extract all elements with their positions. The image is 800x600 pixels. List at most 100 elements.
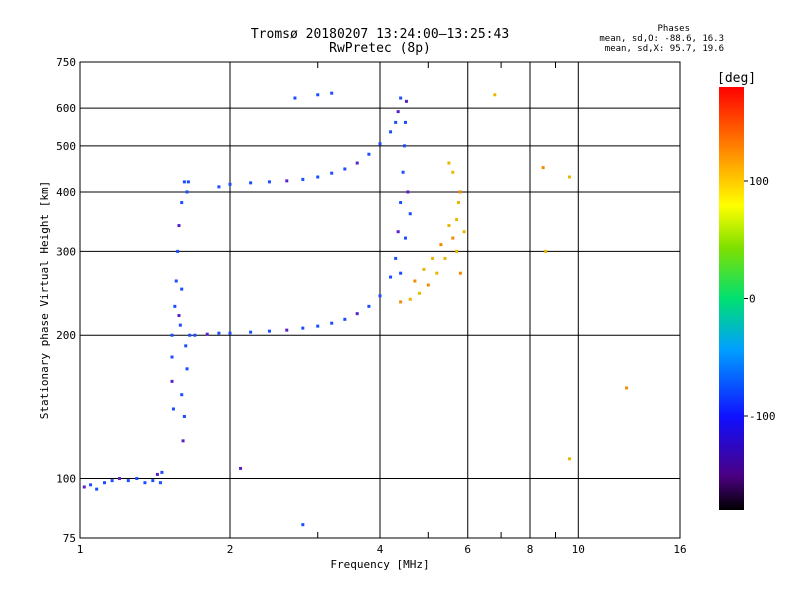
data-point-o bbox=[103, 481, 107, 485]
data-point-o bbox=[178, 323, 182, 327]
data-point-x bbox=[413, 279, 417, 283]
data-point-x bbox=[457, 201, 461, 205]
phase-stats-o: mean, sd,O: -88.6, 16.3 bbox=[599, 34, 724, 44]
data-point-x bbox=[567, 457, 571, 461]
data-point-o bbox=[330, 171, 334, 175]
data-point-o bbox=[285, 179, 289, 183]
data-point-o bbox=[301, 326, 305, 330]
data-point-o bbox=[185, 367, 189, 371]
data-point-o bbox=[193, 333, 197, 337]
data-point-o bbox=[355, 161, 359, 165]
data-point-o bbox=[205, 332, 209, 336]
data-point-o bbox=[170, 379, 174, 383]
data-point-o bbox=[316, 175, 320, 179]
data-point-o bbox=[403, 236, 407, 240]
data-point-o bbox=[180, 201, 184, 205]
colorbar-ticks: 100 0 -100 bbox=[744, 175, 776, 423]
data-point-o bbox=[160, 470, 164, 474]
data-point-x bbox=[458, 271, 462, 275]
data-point-x bbox=[426, 283, 430, 287]
data-point-o bbox=[182, 180, 186, 184]
data-point-x bbox=[567, 175, 571, 179]
data-point-o bbox=[143, 481, 147, 485]
data-point-o bbox=[285, 328, 289, 332]
data-point-o bbox=[186, 180, 190, 184]
y-tick-label: 100 bbox=[56, 473, 76, 486]
data-point-o bbox=[181, 439, 185, 443]
data-point-o bbox=[158, 481, 162, 485]
data-point-o bbox=[174, 279, 178, 283]
data-point-o bbox=[184, 344, 188, 348]
data-point-o bbox=[170, 333, 174, 337]
data-point-o bbox=[135, 477, 139, 481]
x-axis-label: Frequency [MHz] bbox=[330, 558, 429, 571]
data-point-o bbox=[177, 314, 181, 318]
axis-ticks: 1 2 4 6 8 10 16 75 100 200 300 400 500 600 750 bbox=[56, 56, 687, 556]
data-point-o bbox=[301, 523, 305, 527]
data-point-x bbox=[417, 291, 421, 295]
data-point-o bbox=[180, 287, 184, 291]
data-point-o bbox=[155, 472, 159, 476]
data-point-o bbox=[396, 110, 400, 114]
data-point-o bbox=[228, 182, 232, 186]
y-tick-label: 200 bbox=[56, 329, 76, 342]
colorbar-label: [deg] bbox=[717, 71, 756, 86]
data-point-o bbox=[330, 91, 334, 95]
x-tick-label: 8 bbox=[527, 543, 534, 556]
x-tick-label: 2 bbox=[227, 543, 234, 556]
data-point-o bbox=[330, 321, 334, 325]
plot-frame bbox=[79, 61, 681, 539]
data-point-x bbox=[458, 190, 462, 194]
data-point-o bbox=[367, 304, 371, 308]
data-point-x bbox=[408, 297, 412, 301]
data-point-o bbox=[267, 180, 271, 184]
data-point-x bbox=[435, 271, 439, 275]
data-point-x bbox=[462, 230, 466, 234]
data-point-o bbox=[82, 485, 86, 489]
data-point-o bbox=[408, 212, 412, 216]
data-point-x bbox=[447, 224, 451, 228]
data-point-o bbox=[151, 479, 155, 483]
colorbar-tick-label: -100 bbox=[749, 410, 776, 423]
x-tick-label: 16 bbox=[673, 543, 686, 556]
data-point-o bbox=[378, 142, 382, 146]
y-tick-label: 75 bbox=[63, 532, 76, 545]
chart-subtitle: RwPretec (8p) bbox=[329, 41, 431, 56]
data-point-o bbox=[188, 333, 192, 337]
data-point-o bbox=[217, 331, 221, 335]
data-point-o bbox=[404, 99, 408, 103]
y-tick-label: 300 bbox=[56, 245, 76, 258]
x-tick-label: 6 bbox=[464, 543, 471, 556]
data-point-o bbox=[343, 317, 347, 321]
data-point-o bbox=[180, 393, 184, 397]
data-point-o bbox=[217, 185, 221, 189]
data-point-o bbox=[316, 93, 320, 97]
data-point-x bbox=[422, 267, 426, 271]
data-point-o bbox=[117, 477, 121, 481]
data-point-o bbox=[110, 479, 114, 483]
data-point-o bbox=[177, 224, 181, 228]
data-point-x bbox=[439, 243, 443, 247]
data-point-o bbox=[403, 120, 407, 124]
data-point-o bbox=[396, 230, 400, 234]
data-point-x bbox=[544, 249, 548, 253]
colorbar-tick-label: 0 bbox=[749, 293, 756, 306]
data-point-o bbox=[95, 487, 99, 491]
data-point-o bbox=[367, 152, 371, 156]
data-point-o bbox=[170, 355, 174, 359]
data-point-o bbox=[249, 181, 253, 185]
data-point-o bbox=[249, 330, 253, 334]
data-point-o bbox=[394, 120, 398, 124]
x-tick-label: 4 bbox=[377, 543, 384, 556]
data-point-o bbox=[301, 177, 305, 181]
grid-lines bbox=[79, 61, 681, 539]
data-point-o bbox=[126, 479, 130, 483]
data-point-x bbox=[625, 386, 629, 390]
y-axis-label: Stationary phase Virtual Height [km] bbox=[38, 181, 51, 419]
data-point-x bbox=[455, 218, 459, 222]
phases-heading: Phases bbox=[657, 24, 690, 34]
data-point-x bbox=[451, 170, 455, 174]
data-point-o bbox=[89, 483, 93, 487]
x-tick-label: 1 bbox=[77, 543, 84, 556]
